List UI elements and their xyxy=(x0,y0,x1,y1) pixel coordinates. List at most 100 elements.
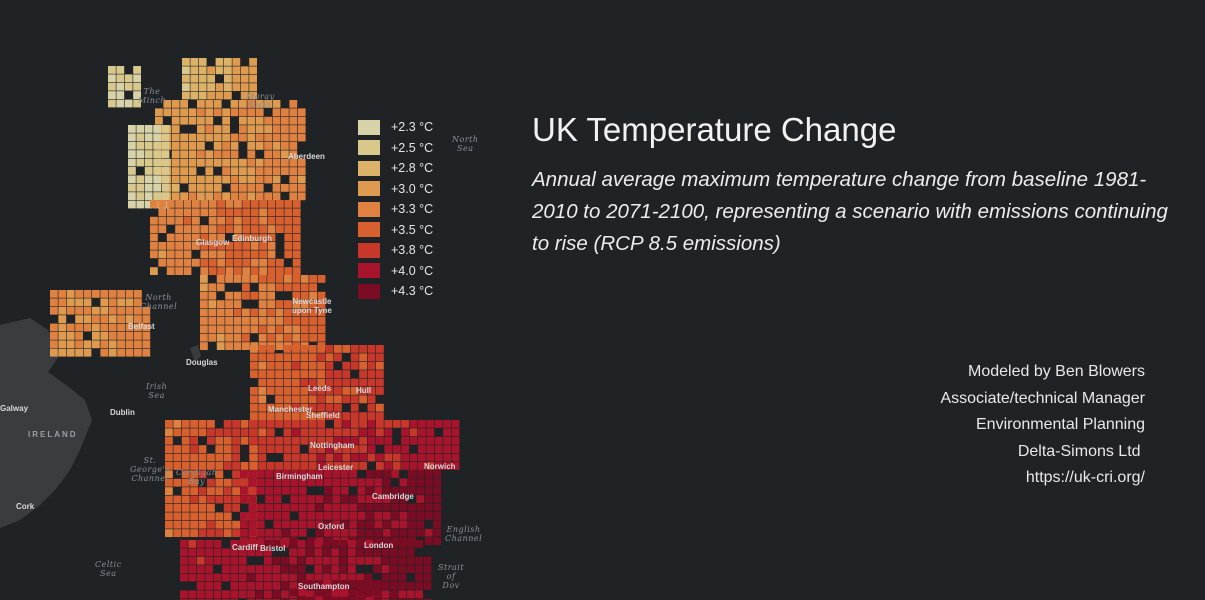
grid-cell xyxy=(232,66,241,75)
grid-cell xyxy=(250,453,258,462)
grid-cell xyxy=(225,291,233,300)
credit-company: Delta-Simons Ltd xyxy=(1017,442,1145,460)
grid-cell xyxy=(58,298,67,307)
grid-cell xyxy=(198,529,207,537)
grid-cell xyxy=(292,283,301,292)
grid-cell xyxy=(128,200,136,209)
map-label-edinburgh: Edinburgh xyxy=(232,234,272,243)
grid-cell xyxy=(247,540,255,548)
grid-cell xyxy=(197,192,205,201)
grid-cell xyxy=(216,333,225,342)
grid-cell xyxy=(264,142,272,150)
grid-cell xyxy=(230,142,239,150)
grid-cell xyxy=(256,486,265,495)
grid-cell xyxy=(374,503,383,512)
grid-cell xyxy=(124,74,133,83)
grid-cell xyxy=(359,361,367,370)
grid-cell xyxy=(275,370,283,378)
grid-cell xyxy=(267,233,276,242)
grid-cell xyxy=(267,291,275,300)
grid-cell xyxy=(136,133,145,142)
grid-cell xyxy=(339,548,348,557)
grid-cell xyxy=(348,548,356,557)
grid-cell xyxy=(215,83,224,91)
map-area[interactable]: The Minch Moray Firth North Sea North Ch… xyxy=(0,0,520,600)
grid-cell xyxy=(242,308,250,317)
grid-cell xyxy=(272,175,281,184)
grid-cell xyxy=(208,283,217,292)
grid-cell xyxy=(128,158,136,167)
grid-cell xyxy=(359,428,367,437)
grid-cell xyxy=(391,486,399,495)
grid-cell xyxy=(142,315,151,323)
grid-cell xyxy=(250,233,259,242)
grid-cell xyxy=(264,556,272,565)
grid-cell xyxy=(292,436,300,445)
legend-item: +4.0 °C xyxy=(358,261,433,282)
grid-cell xyxy=(424,503,433,512)
grid-cell xyxy=(205,150,214,159)
grid-cell xyxy=(128,192,136,200)
grid-cell xyxy=(215,478,224,487)
grid-cell xyxy=(153,158,161,167)
grid-cell xyxy=(180,116,188,125)
grid-cell xyxy=(247,125,256,133)
grid-cell xyxy=(58,332,67,340)
grid-cell xyxy=(190,520,198,529)
grid-cell xyxy=(134,332,142,340)
grid-cell xyxy=(272,150,281,159)
grid-cell xyxy=(259,258,267,267)
grid-cell xyxy=(390,573,398,582)
grid-cell xyxy=(161,175,170,184)
grid-cell xyxy=(340,478,349,487)
grid-cell xyxy=(265,486,273,495)
grid-cell xyxy=(222,142,230,150)
grid-cell xyxy=(259,242,267,250)
grid-cell xyxy=(308,370,317,378)
grid-cell xyxy=(292,242,301,250)
grid-cell xyxy=(451,453,460,462)
grid-cell xyxy=(134,348,142,357)
grid-cell xyxy=(325,345,334,353)
grid-cell xyxy=(267,317,275,325)
grid-cell xyxy=(309,275,317,283)
grid-cell xyxy=(292,428,300,437)
grid-cell xyxy=(373,540,381,548)
grid-cell xyxy=(300,453,309,462)
grid-cell xyxy=(216,275,225,283)
grid-cell xyxy=(188,573,197,582)
grid-cell xyxy=(92,340,100,349)
grid-cell xyxy=(292,275,301,283)
grid-cell xyxy=(217,216,225,225)
grid-cell xyxy=(225,208,234,217)
grid-cell xyxy=(433,478,441,487)
grid-cell xyxy=(376,353,384,362)
grid-cell xyxy=(200,333,208,342)
grid-cell xyxy=(205,108,214,117)
credit-link[interactable]: https://uk-cri.org/ xyxy=(1025,469,1145,486)
grid-cell xyxy=(153,192,161,200)
grid-cell xyxy=(264,125,272,133)
grid-cell xyxy=(239,100,247,108)
grid-cell xyxy=(264,573,272,582)
grid-cell xyxy=(348,540,356,548)
grid-cell xyxy=(384,462,393,470)
grid-cell xyxy=(451,445,460,453)
grid-cell xyxy=(300,275,309,283)
grid-cell xyxy=(334,420,342,428)
grid-cell xyxy=(350,345,359,353)
grid-cell xyxy=(240,428,249,437)
grid-cell xyxy=(308,453,317,462)
grid-cell xyxy=(342,378,351,387)
grid-cell xyxy=(357,512,366,520)
grid-cell xyxy=(409,436,418,445)
legend-item: +3.0 °C xyxy=(358,179,433,200)
grid-cell xyxy=(364,573,373,582)
grid-cell xyxy=(401,462,409,470)
grid-cell xyxy=(216,317,225,325)
grid-cell xyxy=(334,353,342,362)
grid-cell xyxy=(173,495,182,504)
grid-cell xyxy=(392,445,401,453)
grid-cell xyxy=(232,453,240,462)
grid-cell xyxy=(182,91,190,100)
